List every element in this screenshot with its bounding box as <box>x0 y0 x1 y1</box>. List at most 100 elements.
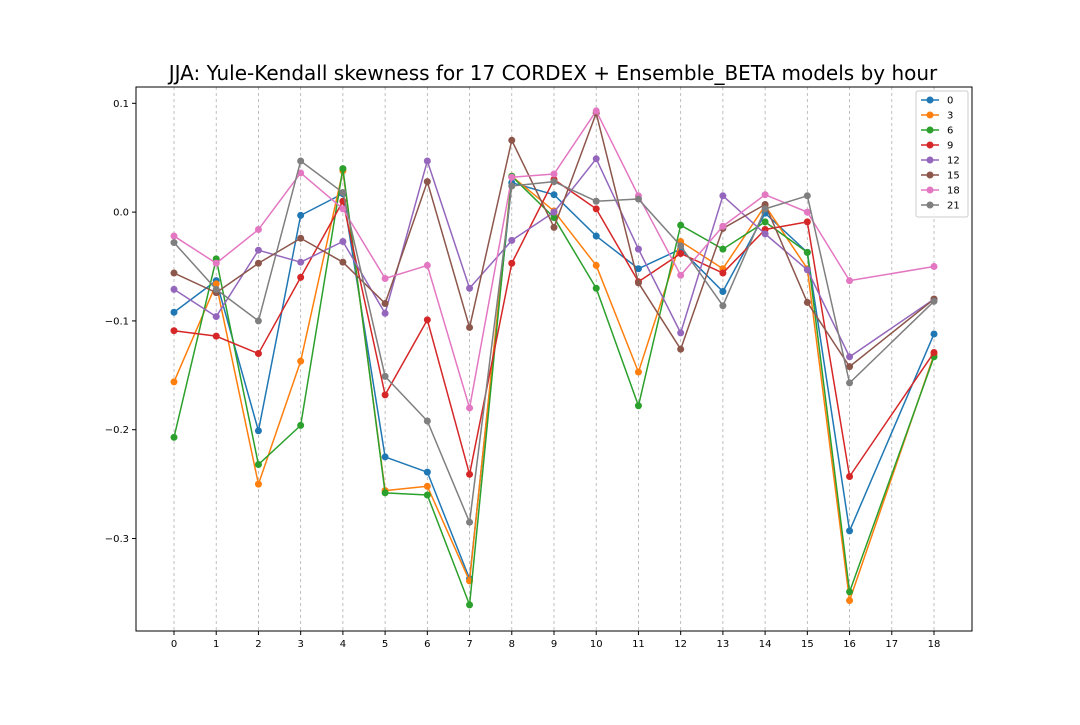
data-point-21 <box>846 379 854 387</box>
series-line-12 <box>173 158 935 358</box>
data-point-9 <box>297 273 305 281</box>
data-point-18 <box>508 173 516 181</box>
data-point-21 <box>339 189 347 197</box>
legend-swatch-marker <box>926 201 934 209</box>
legend-label: 18 <box>947 186 960 197</box>
data-point-21 <box>297 157 305 165</box>
y-tick-label: −0.1 <box>105 316 129 327</box>
x-tick-label: 0 <box>171 639 177 650</box>
chart-title: JJA: Yule-Kendall skewness for 17 CORDEX… <box>167 61 938 85</box>
data-point-21 <box>508 182 516 190</box>
data-point-12 <box>761 230 769 238</box>
x-tick-label: 15 <box>801 639 814 650</box>
legend-swatch-marker <box>926 126 934 134</box>
data-point-12 <box>212 313 220 321</box>
data-point-18 <box>719 222 727 230</box>
data-point-0 <box>719 288 727 296</box>
x-tick-label: 5 <box>382 639 388 650</box>
x-tick-label: 18 <box>928 639 941 650</box>
x-tick-label: 1 <box>213 639 219 650</box>
legend-label: 12 <box>947 156 960 167</box>
data-point-15 <box>803 298 811 306</box>
data-point-6 <box>761 218 769 226</box>
data-point-18 <box>677 271 685 279</box>
data-point-15 <box>423 178 431 186</box>
data-point-9 <box>423 316 431 324</box>
data-point-6 <box>803 248 811 256</box>
data-point-12 <box>466 284 474 292</box>
legend: 0 3 6 9 12 15 18 21 <box>915 90 969 218</box>
data-point-6 <box>423 491 431 499</box>
data-point-12 <box>803 266 811 274</box>
data-point-21 <box>254 317 262 325</box>
series-line-21 <box>173 160 935 523</box>
data-point-0 <box>930 330 938 338</box>
x-tick-label: 17 <box>885 639 898 650</box>
legend-swatch-marker <box>926 141 934 149</box>
data-point-6 <box>677 221 685 229</box>
x-tick-label: 8 <box>509 639 515 650</box>
data-point-21 <box>634 195 642 203</box>
data-point-21 <box>170 239 178 247</box>
data-point-9 <box>508 259 516 267</box>
y-tick-label: −0.3 <box>105 534 129 545</box>
data-point-15 <box>466 323 474 331</box>
data-point-6 <box>550 214 558 222</box>
data-point-18 <box>212 259 220 267</box>
data-point-15 <box>339 258 347 266</box>
data-point-9 <box>803 218 811 226</box>
data-point-18 <box>170 232 178 240</box>
data-point-15 <box>550 223 558 231</box>
data-point-18 <box>339 205 347 213</box>
data-point-18 <box>761 191 769 199</box>
data-point-9 <box>212 332 220 340</box>
data-point-0 <box>297 211 305 219</box>
x-tick-label: 7 <box>466 639 472 650</box>
data-point-6 <box>719 245 727 253</box>
x-tick-label: 3 <box>297 639 303 650</box>
data-point-12 <box>381 309 389 317</box>
data-point-9 <box>719 269 727 277</box>
x-tick-label: 4 <box>340 639 346 650</box>
data-point-9 <box>930 348 938 356</box>
y-tick-label: −0.2 <box>105 425 129 436</box>
data-point-15 <box>677 345 685 353</box>
data-point-18 <box>930 263 938 271</box>
data-point-6 <box>339 165 347 173</box>
data-point-12 <box>550 208 558 216</box>
data-point-12 <box>423 157 431 165</box>
data-point-21 <box>550 178 558 186</box>
data-point-6 <box>634 402 642 410</box>
series-line-18 <box>173 110 935 409</box>
data-point-18 <box>423 261 431 269</box>
legend-label: 9 <box>947 141 953 152</box>
data-point-15 <box>170 269 178 277</box>
series-line-9 <box>173 178 935 478</box>
x-tick-label: 9 <box>551 639 557 650</box>
data-point-9 <box>381 391 389 399</box>
legend-swatch-marker <box>926 156 934 164</box>
series-line-3 <box>173 170 935 602</box>
data-point-3 <box>212 280 220 288</box>
y-tick-label: 0.1 <box>113 99 129 110</box>
data-point-18 <box>592 107 600 115</box>
data-point-18 <box>846 277 854 285</box>
data-point-0 <box>381 453 389 461</box>
x-tick-label: 13 <box>717 639 730 650</box>
data-point-3 <box>170 378 178 386</box>
data-point-18 <box>381 274 389 282</box>
data-point-12 <box>254 246 262 254</box>
data-point-15 <box>297 234 305 242</box>
x-tick-label: 14 <box>759 639 772 650</box>
data-point-3 <box>254 480 262 488</box>
data-point-21 <box>381 372 389 380</box>
data-point-6 <box>381 489 389 497</box>
data-point-6 <box>297 421 305 429</box>
data-point-18 <box>803 208 811 216</box>
data-point-6 <box>846 588 854 596</box>
data-point-15 <box>846 363 854 371</box>
legend-swatch-marker <box>926 186 934 194</box>
data-point-3 <box>423 482 431 490</box>
